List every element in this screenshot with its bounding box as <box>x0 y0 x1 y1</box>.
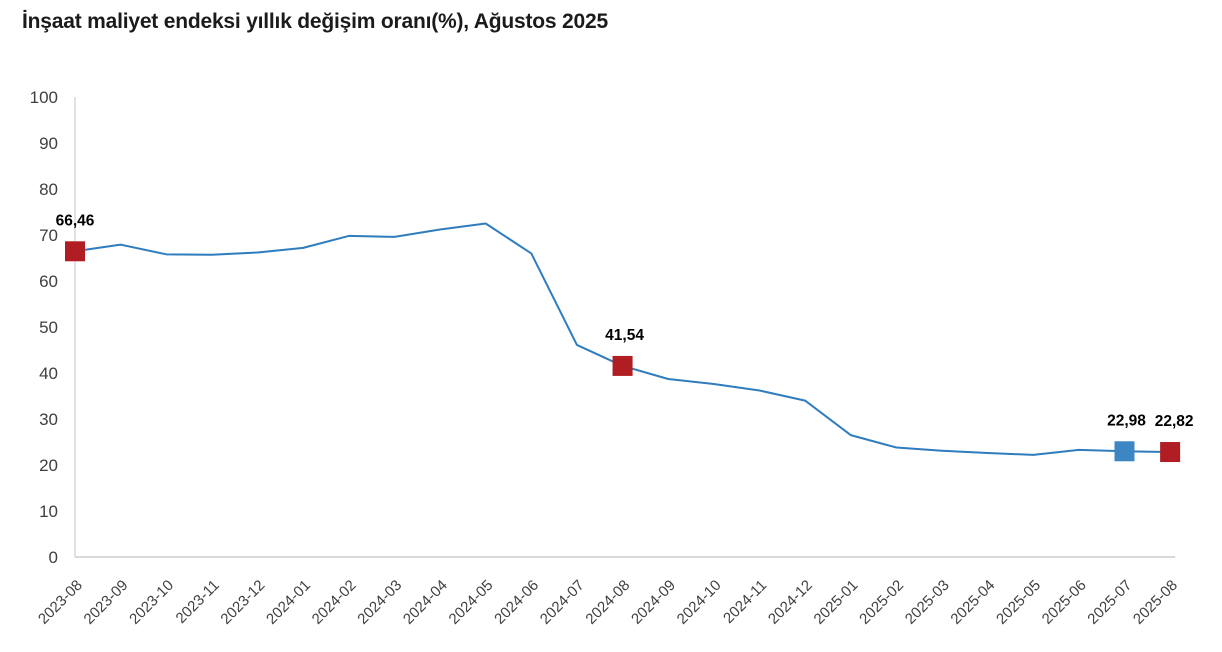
x-tick-label: 2025-02 <box>856 577 907 628</box>
x-tick-label: 2024-11 <box>720 577 770 627</box>
data-point-marker <box>1114 441 1135 462</box>
y-tick-label: 50 <box>39 318 58 337</box>
x-tick-label: 2024-06 <box>491 577 542 628</box>
x-tick-label: 2025-05 <box>993 577 1044 628</box>
data-point-label: 41,54 <box>605 327 644 344</box>
data-point-marker <box>65 241 85 262</box>
x-tick-label: 2025-01 <box>811 577 862 628</box>
data-point-label: 22,98 <box>1107 412 1146 429</box>
data-point-label: 22,82 <box>1155 413 1194 430</box>
x-tick-label: 2025-03 <box>902 577 953 628</box>
x-tick-label: 2024-03 <box>354 577 405 628</box>
x-tick-label: 2023-12 <box>217 577 268 628</box>
x-tick-label: 2025-04 <box>947 577 998 628</box>
y-tick-label: 20 <box>39 456 58 475</box>
y-tick-label: 70 <box>39 226 58 245</box>
data-point-marker <box>1160 442 1181 463</box>
x-tick-label: 2025-08 <box>1130 577 1181 628</box>
y-tick-label: 40 <box>39 364 58 383</box>
y-tick-label: 60 <box>39 272 58 291</box>
x-tick-label: 2025-06 <box>1039 577 1090 628</box>
x-tick-label: 2024-08 <box>582 577 633 628</box>
x-tick-label: 2024-12 <box>765 577 816 628</box>
x-tick-label: 2024-02 <box>309 577 360 628</box>
x-tick-label: 2023-09 <box>81 577 132 628</box>
x-tick-label: 2024-10 <box>674 577 725 628</box>
y-tick-label: 30 <box>39 410 58 429</box>
x-tick-label: 2025-07 <box>1084 577 1135 628</box>
data-point-label: 66,46 <box>56 212 95 229</box>
y-tick-label: 90 <box>39 134 58 153</box>
x-tick-label: 2024-05 <box>446 577 497 628</box>
x-tick-label: 2024-04 <box>400 577 451 628</box>
chart-title: İnşaat maliyet endeksi yıllık değişim or… <box>22 10 608 33</box>
x-tick-label: 2024-07 <box>537 577 588 628</box>
y-tick-label: 80 <box>39 180 58 199</box>
x-tick-label: 2023-11 <box>173 577 223 627</box>
data-point-marker <box>612 355 633 376</box>
y-tick-label: 100 <box>30 88 58 107</box>
x-tick-label: 2024-09 <box>628 577 679 628</box>
x-tick-label: 2024-01 <box>263 577 314 628</box>
y-tick-label: 0 <box>49 548 58 567</box>
x-tick-label: 2023-08 <box>35 577 86 628</box>
x-tick-label: 2023-10 <box>126 577 177 628</box>
y-tick-label: 10 <box>39 502 58 521</box>
